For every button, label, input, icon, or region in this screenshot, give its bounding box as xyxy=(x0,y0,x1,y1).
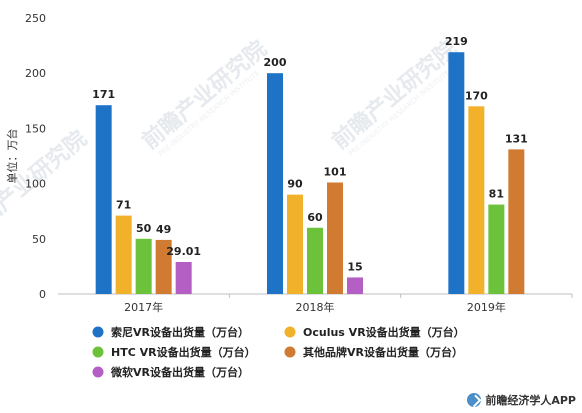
x-tick-label: 2019年 xyxy=(467,300,506,314)
y-tick-label: 250 xyxy=(25,12,46,25)
watermark-text: 前瞻产业研究院 xyxy=(327,36,462,155)
bar xyxy=(135,238,152,294)
data-label: 60 xyxy=(307,211,323,224)
data-label: 171 xyxy=(92,88,115,101)
legend-label: HTC VR设备出货量（万台） xyxy=(111,345,256,359)
legend-label: Oculus VR设备出货量（万台） xyxy=(303,325,465,339)
data-label: 90 xyxy=(287,178,303,191)
legend-label: 索尼VR设备出货量（万台） xyxy=(111,325,249,339)
bar xyxy=(448,52,465,294)
legend-marker xyxy=(92,346,104,358)
legend-label: 微软VR设备出货量（万台） xyxy=(110,365,249,379)
data-label: 15 xyxy=(347,260,362,273)
legend: 索尼VR设备出货量（万台） Oculus VR设备出货量（万台） HTC VR设备出… xyxy=(92,325,465,379)
bar xyxy=(508,149,525,294)
y-tick-label: 50 xyxy=(32,233,46,246)
data-label: 71 xyxy=(116,199,131,212)
legend-marker xyxy=(92,366,104,378)
y-axis-label: 单位：万台 xyxy=(5,129,19,184)
bar xyxy=(115,215,132,294)
data-labels: 171 71 50 49 29.01 200 90 60 101 15 219 170 81 131 xyxy=(92,35,528,273)
legend-marker xyxy=(284,346,296,358)
data-label: 49 xyxy=(156,223,171,236)
footer-brand: 前瞻经济学人APP xyxy=(467,392,576,408)
axes: 0 50 100 150 200 250 单位：万台 2017年 2018年 2019年 xyxy=(5,12,573,314)
data-label: 101 xyxy=(324,165,347,178)
footer-brand-text: 前瞻经济学人APP xyxy=(485,394,576,407)
watermark-text: 前瞻产业研究院 xyxy=(137,36,272,155)
watermark: 前瞻产业研究院 PRE-INDUSTRY RESEARCH INSTITUTE … xyxy=(0,36,462,245)
bar xyxy=(95,105,112,294)
bar xyxy=(347,277,363,294)
y-tick-label: 200 xyxy=(25,67,46,80)
bar xyxy=(327,182,343,294)
data-label: 81 xyxy=(489,188,504,201)
data-label: 170 xyxy=(465,89,488,102)
x-tick-label: 2018年 xyxy=(296,300,335,314)
y-tick-label: 100 xyxy=(25,178,46,191)
qianzhan-logo-icon xyxy=(467,393,482,407)
legend-marker xyxy=(92,326,104,338)
bar xyxy=(287,194,303,294)
bar xyxy=(267,73,283,294)
bar xyxy=(175,261,192,294)
bar xyxy=(468,106,485,294)
data-label: 50 xyxy=(136,222,152,235)
data-label: 29.01 xyxy=(166,245,201,258)
legend-label: 其他品牌VR设备出货量（万台） xyxy=(303,345,463,359)
bar xyxy=(307,227,323,294)
data-label: 219 xyxy=(445,35,468,48)
bar xyxy=(488,204,505,294)
y-tick-label: 150 xyxy=(25,122,46,135)
data-label: 200 xyxy=(264,56,287,69)
x-tick-label: 2017年 xyxy=(124,300,163,314)
bars xyxy=(95,52,525,294)
y-tick-label: 0 xyxy=(39,288,46,301)
legend-marker xyxy=(284,326,296,338)
bar xyxy=(155,239,172,294)
data-label: 131 xyxy=(505,132,528,145)
